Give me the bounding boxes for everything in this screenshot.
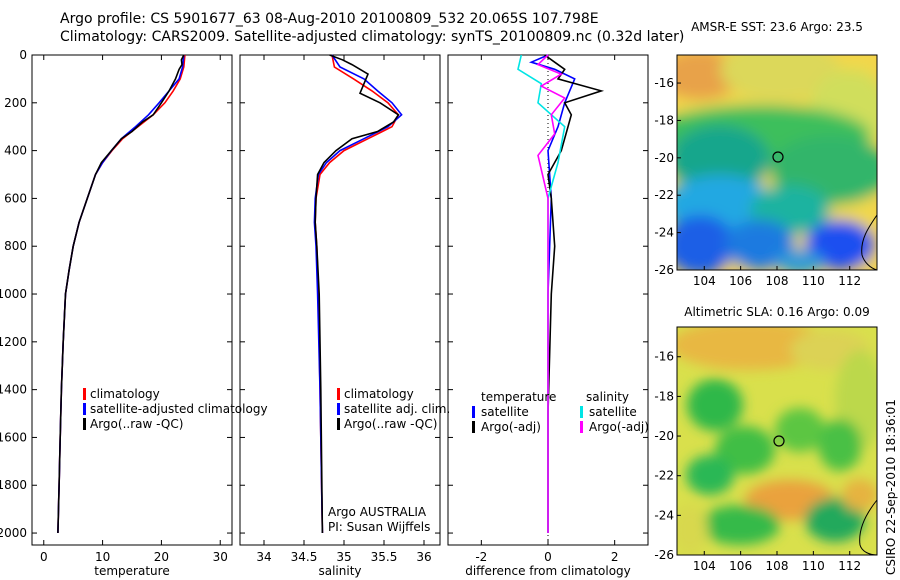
- temperature-frame: [31, 54, 233, 546]
- title-line-2: Climatology: CARS2009. Satellite-adjuste…: [60, 29, 684, 45]
- salinity-frame: [239, 54, 441, 546]
- sla-map-field: [677, 327, 877, 555]
- legend-label: Argo(..raw -QC): [90, 417, 183, 431]
- sst_map-ytick-label: -20: [654, 151, 674, 165]
- sla-map: Altimetric SLA: 0.16 Argo: 0.09 104 1: [654, 305, 878, 573]
- legend-label: Argo(-adj): [481, 420, 541, 434]
- legend-label: Argo(-adj): [589, 420, 649, 434]
- legend-label: climatology: [90, 387, 160, 401]
- legend-label: satellite adj. clim.: [344, 402, 450, 416]
- legend-swatch: [83, 418, 86, 430]
- legend-swatch: [83, 388, 86, 400]
- sla_map-ytick-label: -26: [654, 548, 674, 562]
- depth-tick-label: 1200: [0, 335, 27, 349]
- sst_map-ytick-label: -24: [654, 226, 674, 240]
- sst_map-ytick-label: -26: [654, 263, 674, 277]
- temperature-panel: 0 10 20 30 temperature 0 200 400 600 800 1000 1200 1…: [0, 48, 268, 578]
- difference-xtick-label: 2: [611, 550, 619, 564]
- difference-series-3: [536, 54, 566, 533]
- salinity-xtick-label: 35.5: [371, 550, 398, 564]
- temperature-xtick-label: 0: [40, 550, 48, 564]
- temperature-xtick-label: 30: [213, 550, 228, 564]
- sst_map-xtick-label: 108: [766, 274, 789, 288]
- legend-label: satellite: [589, 405, 637, 419]
- temperature-xlabel: temperature: [94, 564, 169, 578]
- sla_map-xtick-label: 112: [838, 559, 861, 573]
- temperature-xtick-label: 10: [95, 550, 110, 564]
- sla_map-xtick-label: 106: [729, 559, 752, 573]
- sst-argo-marker: [772, 151, 784, 163]
- sla_map-xtick-label: 110: [802, 559, 825, 573]
- temperature-series-0: [57, 54, 186, 534]
- annotation-line: PI: Susan Wijffels: [328, 520, 430, 534]
- legend-label: Argo(..raw -QC): [344, 417, 437, 431]
- salinity-xtick-label: 35: [336, 550, 351, 564]
- salinity-panel: 34 34.5 35 35.5 36 salinity climatologysatelli…: [239, 54, 450, 578]
- depth-tick-label: 600: [4, 191, 27, 205]
- legend-salinity-header: salinity: [586, 390, 629, 404]
- sla-map-title: Altimetric SLA: 0.16 Argo: 0.09: [684, 305, 869, 319]
- temperature-series-1: [57, 54, 185, 534]
- depth-tick-label: 2000: [0, 526, 27, 540]
- salinity-xlabel: salinity: [318, 564, 361, 578]
- sst_map-xtick-label: 106: [729, 274, 752, 288]
- sla_map-ytick-label: -18: [654, 389, 674, 403]
- difference-xlabel: difference from climatology: [465, 564, 631, 578]
- depth-tick-label: 1600: [0, 430, 27, 444]
- difference-series-1: [544, 54, 605, 533]
- legend-swatch: [472, 421, 475, 433]
- sla_map-ytick-label: -24: [654, 508, 674, 522]
- salinity-xtick-label: 34: [256, 550, 271, 564]
- sst-map-title: AMSR-E SST: 23.6 Argo: 23.5: [691, 20, 863, 34]
- sst_map-xtick-label: 104: [693, 274, 716, 288]
- depth-tick-label: 1800: [0, 478, 27, 492]
- depth-tick-label: 800: [4, 239, 27, 253]
- depth-tick-label: 1000: [0, 287, 27, 301]
- legend-swatch: [83, 403, 86, 415]
- legend-temperature-header: temperature: [481, 390, 556, 404]
- salinity-series-2: [314, 54, 400, 534]
- legend-label: satellite: [481, 405, 529, 419]
- sla-argo-marker: [773, 435, 785, 447]
- depth-tick-label: 0: [19, 48, 27, 62]
- salinity-xtick-label: 36: [416, 550, 431, 564]
- sst_map-ytick-label: -18: [654, 113, 674, 127]
- legend-swatch: [337, 418, 340, 430]
- legend-swatch: [580, 421, 583, 433]
- difference-xtick-label: 0: [544, 550, 552, 564]
- salinity-series-1: [313, 54, 403, 534]
- sst_map-ytick-label: -22: [654, 188, 674, 202]
- legend-label: climatology: [344, 387, 414, 401]
- temperature-series-2: [57, 54, 185, 534]
- legend-swatch: [580, 406, 583, 418]
- sla_map-xtick-label: 104: [693, 559, 716, 573]
- footer-timestamp: CSIRO 22-Sep-2010 18:36:01: [884, 399, 898, 575]
- depth-tick-label: 200: [4, 96, 27, 110]
- sla_map-ytick-label: -22: [654, 469, 674, 483]
- annotation-line: Argo AUSTRALIA: [328, 505, 427, 519]
- depth-tick-label: 400: [4, 144, 27, 158]
- sla_map-ytick-label: -20: [654, 429, 674, 443]
- sst-map: AMSR-E SST: 23.6 Argo: 23.5 104 106 10: [654, 20, 878, 288]
- temperature-xtick-label: 20: [154, 550, 169, 564]
- legend-swatch: [337, 403, 340, 415]
- sla_map-ytick-label: -16: [654, 350, 674, 364]
- legend-label: satellite-adjusted climatology: [90, 402, 268, 416]
- sst_map-ytick-label: -16: [654, 76, 674, 90]
- salinity-xtick-label: 34.5: [291, 550, 318, 564]
- difference-xtick-label: -2: [475, 550, 487, 564]
- depth-tick-label: 1400: [0, 383, 27, 397]
- sst-map-field: [677, 55, 877, 270]
- legend-swatch: [472, 406, 475, 418]
- sst_map-xtick-label: 112: [838, 274, 861, 288]
- legend-swatch: [337, 388, 340, 400]
- sla_map-xtick-label: 108: [766, 559, 789, 573]
- title-line-1: Argo profile: CS 5901677_63 08-Aug-2010 …: [60, 11, 599, 27]
- sst_map-xtick-label: 110: [802, 274, 825, 288]
